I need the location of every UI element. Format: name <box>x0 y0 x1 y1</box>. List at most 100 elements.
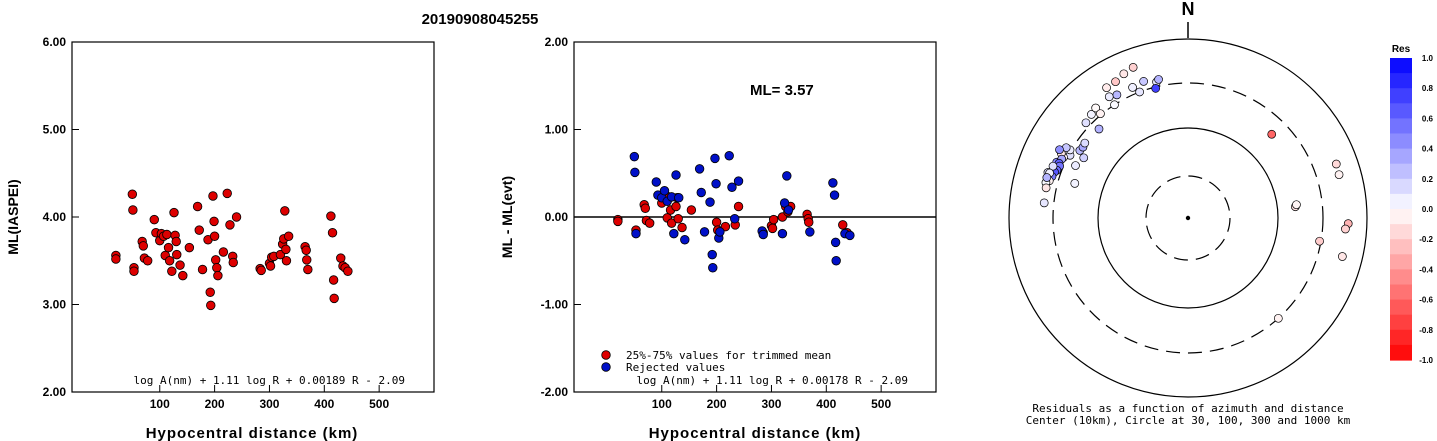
data-point <box>213 270 223 281</box>
legend: 25%-75% values for trimmed mean Rejected… <box>601 349 831 374</box>
colorbar-tick-label: -0.6 <box>1419 296 1433 305</box>
station-marker <box>1267 129 1277 139</box>
data-point <box>164 256 175 266</box>
x-tick-label: 300 <box>761 397 781 411</box>
data-point-trimmed <box>768 214 779 225</box>
plot-frame <box>71 41 435 393</box>
data-point-rejected <box>711 179 721 189</box>
station-marker <box>1104 92 1114 102</box>
data-point <box>169 207 179 218</box>
colorbar: Res 1.0 0.8 0.6 0.4 0.2 0.0 -0.2 -0.4 -0.6 -0.8 -1… <box>1390 44 1434 365</box>
colorbar-swatch <box>1390 103 1412 119</box>
data-point-rejected <box>694 164 705 174</box>
formula-label: log A(nm) + 1.11 log R + 0.00178 R - 2.0… <box>636 374 908 387</box>
colorbar-swatch <box>1390 193 1412 210</box>
data-point-rejected <box>831 256 841 266</box>
colorbar-tick-label: 0.4 <box>1422 145 1434 154</box>
ring-1000km <box>1008 38 1368 398</box>
data-points <box>613 151 855 273</box>
data-point <box>167 266 177 276</box>
station-marker <box>1111 77 1120 87</box>
data-point <box>231 212 242 222</box>
x-tick-label: 100 <box>150 397 170 411</box>
data-point <box>138 241 149 251</box>
data-point <box>184 242 195 253</box>
colorbar-tick-label: -0.2 <box>1419 235 1433 244</box>
caption-line-2: Center (10km), Circle at 30, 100, 300 an… <box>1026 414 1351 427</box>
data-point-rejected <box>671 170 681 180</box>
y-tick-label: 5.00 <box>43 123 67 137</box>
north-label: N <box>1182 0 1195 19</box>
data-point <box>175 260 185 270</box>
center-point <box>1185 215 1191 221</box>
data-point <box>336 253 346 263</box>
data-point-rejected <box>730 214 740 224</box>
data-point-trimmed <box>733 201 744 212</box>
colorbar-tick-label: 0.2 <box>1422 175 1434 184</box>
data-point <box>162 229 172 240</box>
colorbar-swatch <box>1390 88 1412 104</box>
y-axis-label: ML - ML(evt) <box>499 176 515 258</box>
chart-ml-vs-distance: 100 200 300 400 500 2.00 3.00 4.00 5.00 6.00 log … <box>5 35 435 441</box>
legend-label-rejected: Rejected values <box>626 361 725 374</box>
colorbar-swatch <box>1390 269 1412 286</box>
station-marker <box>1081 118 1091 128</box>
data-point-trimmed <box>711 217 722 227</box>
data-point <box>129 266 139 276</box>
data-point-trimmed <box>838 220 848 230</box>
station-marker <box>1087 110 1096 119</box>
station-marker <box>1151 84 1161 93</box>
data-points <box>111 188 353 311</box>
data-point-trimmed <box>666 218 677 228</box>
data-point <box>301 245 311 255</box>
data-point-rejected <box>705 197 715 207</box>
data-point-trimmed <box>673 214 683 224</box>
colorbar-swatches <box>1390 58 1412 361</box>
colorbar-swatch <box>1390 254 1412 270</box>
colorbar-swatch <box>1390 178 1412 195</box>
data-point-rejected <box>724 151 734 161</box>
y-tick-label: 1.00 <box>545 123 569 137</box>
y-tick-label: 3.00 <box>43 298 67 312</box>
data-point <box>327 228 338 238</box>
data-point <box>326 211 336 221</box>
data-point <box>208 191 218 201</box>
data-point-rejected <box>828 178 838 188</box>
axis-ticks: 100 200 300 400 500 2.00 3.00 4.00 5.00 6.00 <box>43 35 390 411</box>
y-tick-label: 6.00 <box>43 35 67 49</box>
data-point <box>302 255 312 265</box>
colorbar-tick-label: 0.8 <box>1422 84 1434 93</box>
data-point-rejected <box>715 227 725 237</box>
station-marker <box>1091 103 1101 113</box>
legend-label-trimmed: 25%-75% values for trimmed mean <box>626 349 831 362</box>
data-point <box>343 266 353 276</box>
chart-residual-polar-map: N Residuals as a function of azimuth and… <box>1008 0 1368 427</box>
data-point <box>205 287 215 297</box>
data-point-rejected <box>777 228 788 239</box>
data-point-rejected <box>659 186 670 196</box>
station-markers <box>1039 62 1353 323</box>
station-marker <box>1102 83 1111 93</box>
station-marker <box>1112 90 1122 100</box>
station-marker <box>1273 313 1283 323</box>
data-point <box>197 264 208 275</box>
data-point <box>228 257 238 268</box>
ring-100km <box>1097 127 1279 309</box>
data-point <box>265 261 276 271</box>
data-point <box>303 264 313 275</box>
x-tick-label: 200 <box>707 397 727 411</box>
data-point-rejected <box>629 151 640 162</box>
axis-ticks: 100 200 300 400 500 -2.00 -1.00 0.00 1.00 2.00 <box>541 35 892 411</box>
x-tick-label: 500 <box>871 397 891 411</box>
data-point <box>172 249 182 260</box>
station-marker <box>1042 173 1052 182</box>
x-tick-label: 400 <box>816 397 836 411</box>
data-point-trimmed <box>613 216 623 227</box>
station-marker <box>1338 252 1347 261</box>
station-marker <box>1080 138 1090 148</box>
data-point <box>142 256 153 266</box>
data-point <box>281 244 291 255</box>
data-point-rejected <box>805 227 815 237</box>
data-point <box>256 265 266 276</box>
data-point-rejected <box>707 249 717 260</box>
